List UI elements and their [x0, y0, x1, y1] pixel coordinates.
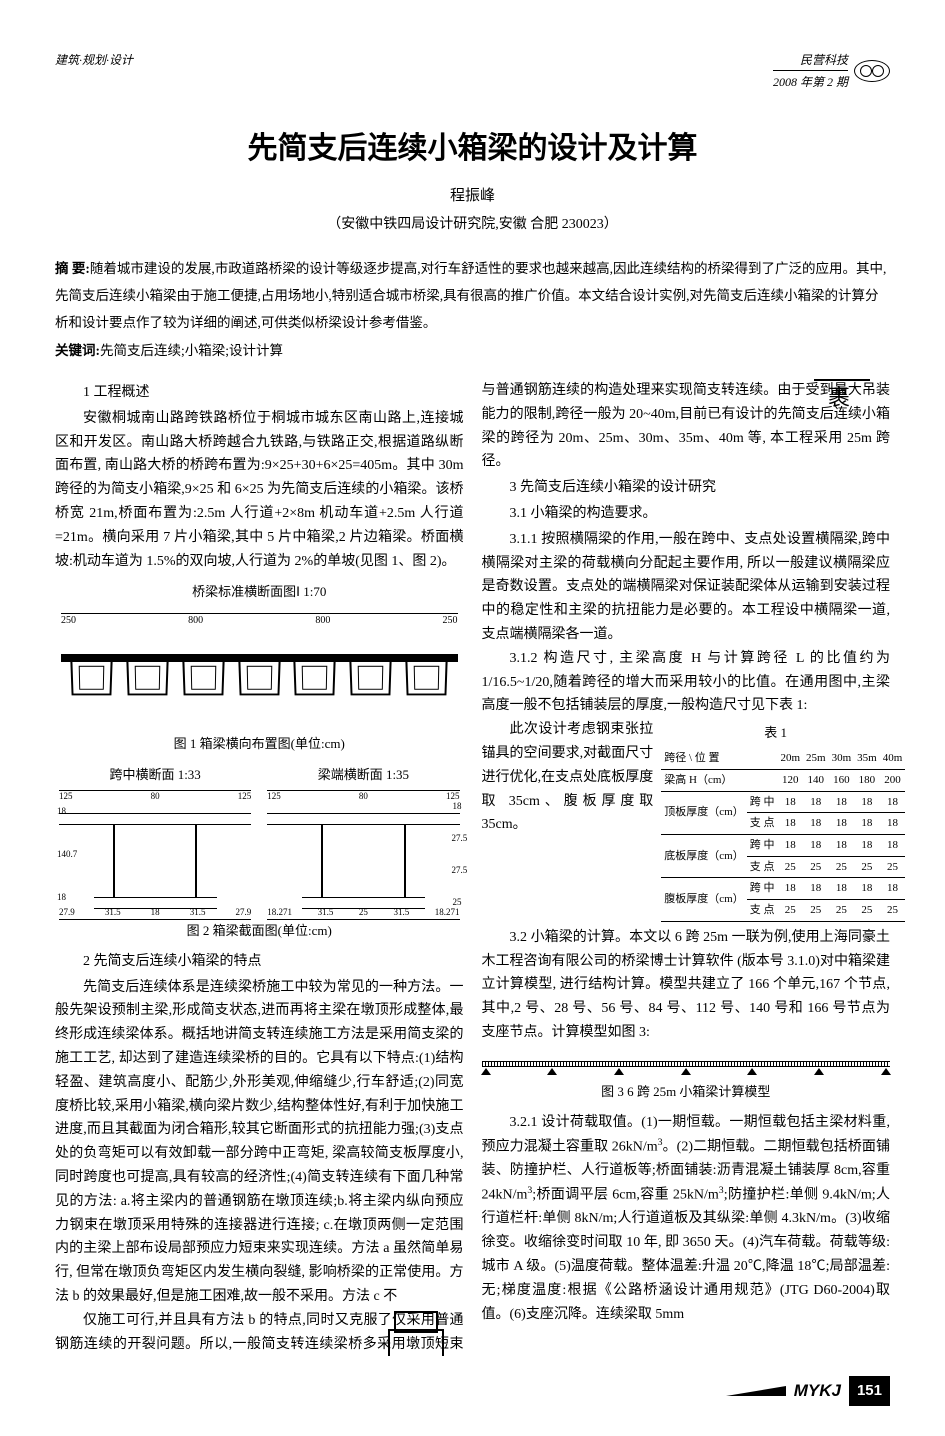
fig3-support-icon	[881, 1068, 891, 1075]
section-3-2-1: 3.2.1 设计荷载取值。(1)一期恒载。一期恒载包括主梁材料重,预应力混凝土容…	[482, 1111, 891, 1326]
fig2l-bdim: 31.5	[105, 905, 121, 920]
figure-2-right-drawing: 125 80 125 18 27.5 27.5 25 18.271	[267, 790, 459, 920]
figure-2: 跨中横断面 1:33 125 80 125 18 140.7 18	[55, 764, 464, 942]
fig2l-bdim: 27.9	[59, 905, 75, 920]
keywords-block: 关键词:先简支后连续;小箱梁;设计计算	[55, 340, 890, 363]
figure-1-caption: 图 1 箱梁横向布置图(单位:cm)	[55, 733, 464, 755]
page-header: 建筑·规划·设计 民营科技 2008 年第 2 期	[55, 50, 890, 93]
figure-3-drawing	[482, 1053, 891, 1075]
fig2l-dim: 125	[238, 789, 252, 804]
abstract-label: 摘 要:	[55, 261, 90, 276]
fig3-support-icon	[747, 1068, 757, 1075]
fig1-dim: 800	[315, 612, 330, 629]
figure-1-drawing: 250 800 800 250	[61, 613, 458, 733]
footer-page-number: 151	[849, 1376, 890, 1406]
figure-1-scale: 桥梁标准横断面图Ⅰ 1:70	[55, 581, 464, 603]
issue-label: 2008 年第 2 期	[773, 70, 848, 92]
article-body: 1 工程概述 安徽桐城南山路跨铁路桥位于桐城市城东区南山路上,连接城区和开发区。…	[55, 379, 890, 1356]
section-3-1-2: 3.1.2 构造尺寸, 主梁高度 H 与计算跨径 L 的比值约为 1/16.5~…	[482, 647, 891, 718]
page-footer: MYKJ 151	[55, 1376, 890, 1406]
abstract-block: 摘 要:随着城市建设的发展,市政道路桥梁的设计等级逐步提高,对行车舒适性的要求也…	[55, 255, 890, 336]
fig2l-bdim: 18	[151, 905, 160, 920]
fig2l-dim: 80	[151, 789, 160, 804]
section-1-body: 安徽桐城南山路跨铁路桥位于桐城市城东区南山路上,连接城区和开发区。南山路大桥跨越…	[55, 407, 464, 574]
article-title: 先简支后连续小箱梁的设计及计算	[55, 123, 890, 174]
fig3-support-icon	[681, 1068, 691, 1075]
journal-logo-icon	[854, 60, 890, 82]
fig2r-bdim: 25	[359, 905, 368, 920]
fig2r-dim: 80	[359, 789, 368, 804]
journal-name: 民营科技	[773, 50, 848, 70]
figure-2-right-title: 梁端横断面 1:35	[263, 764, 463, 786]
section-1-title: 1 工程概述	[55, 381, 464, 405]
fig3-support-icon	[547, 1068, 557, 1075]
section-3-1-title: 3.1 小箱梁的构造要求。	[482, 502, 891, 526]
fig2r-side: 27.5	[452, 863, 462, 878]
fig2r-bdim: 31.5	[393, 905, 409, 920]
table-1-block: 表 1 跨径 \ 位 置20m25m30m35m40m梁高 H（cm）12014…	[482, 718, 891, 926]
section-3-1-1: 3.1.1 按照横隔梁的作用,一般在跨中、支点处设置横隔梁,跨中横隔梁对主梁的荷…	[482, 528, 891, 647]
fig2r-bdim: 31.5	[318, 905, 334, 920]
keywords-text: 先简支后连续;小箱梁;设计计算	[100, 343, 283, 358]
section-3-2: 3.2 小箱梁的计算。本文以 6 跨 25m 一联为例,使用上海同豪土木工程咨询…	[482, 926, 891, 1045]
fig2r-bdim: 18.271	[435, 905, 460, 920]
header-left-category: 建筑·规划·设计	[55, 50, 133, 70]
fig3-support-icon	[481, 1068, 491, 1075]
fig2r-bdim: 18.271	[267, 905, 292, 920]
fig1-dim: 800	[188, 612, 203, 629]
fig2r-side: 27.5	[452, 831, 462, 846]
header-right: 民营科技 2008 年第 2 期	[773, 50, 890, 93]
article-author: 程振峰	[55, 184, 890, 210]
fig1-dim: 250	[442, 612, 457, 629]
footer-journal-code: MYKJ	[794, 1377, 841, 1406]
section-3-title: 3 先简支后连续小箱梁的设计研究	[482, 476, 891, 500]
table-1: 跨径 \ 位 置20m25m30m35m40m梁高 H（cm）120140160…	[661, 748, 905, 922]
figure-1: 桥梁标准横断面图Ⅰ 1:70 250 800 800 250 图 1 箱梁横向布…	[55, 581, 464, 755]
figure-2-left-title: 跨中横断面 1:33	[55, 764, 255, 786]
figure-2-left-drawing: 125 80 125 18 140.7 18 27.9 31.5	[59, 790, 251, 920]
section-2-title: 2 先简支后连续小箱梁的特点	[55, 950, 464, 974]
fig1-dim: 250	[61, 612, 76, 629]
table-1-caption: 表 1	[661, 722, 890, 744]
figure-3: 图 3 6 跨 25m 小箱梁计算模型	[482, 1053, 891, 1103]
abstract-text: 随着城市建设的发展,市政道路桥梁的设计等级逐步提高,对行车舒适性的要求也越来越高…	[55, 261, 886, 330]
figure-3-caption: 图 3 6 跨 25m 小箱梁计算模型	[482, 1081, 891, 1103]
footer-wedge-icon	[726, 1386, 786, 1396]
fig2l-bdim: 27.9	[236, 905, 252, 920]
fig2l-side: 18	[57, 890, 67, 905]
fig2r-dim: 125	[267, 789, 281, 804]
article-affiliation: （安徽中铁四局设计研究院,安徽 合肥 230023）	[55, 213, 890, 237]
figure-2-caption: 图 2 箱梁截面图(单位:cm)	[55, 920, 464, 942]
fig2l-bdim: 31.5	[190, 905, 206, 920]
fig3-support-icon	[614, 1068, 624, 1075]
section-2-body: 先简支后连续体系是连续梁桥施工中较为常见的一种方法。一般先架设预制主梁,形成简支…	[55, 976, 464, 1309]
fig3-support-icon	[814, 1068, 824, 1075]
keywords-label: 关键词:	[55, 343, 100, 358]
fig2l-side: 140.7	[57, 847, 67, 862]
